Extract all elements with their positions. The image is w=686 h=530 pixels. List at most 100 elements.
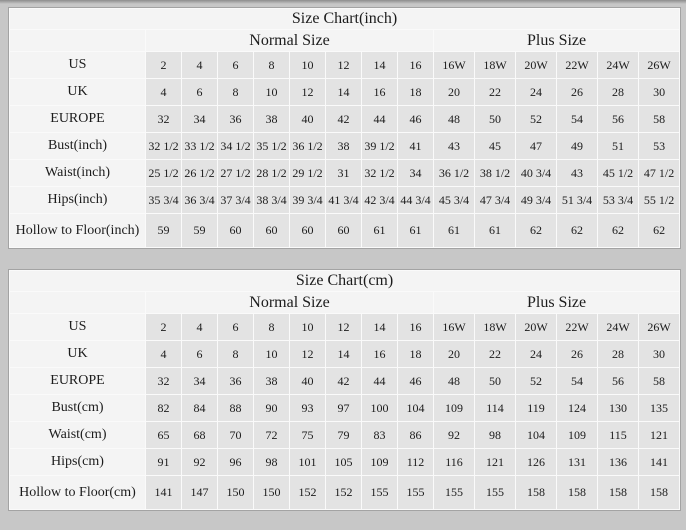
size-chart-page: Size Chart(inch) Normal Size Plus Size U… — [8, 7, 686, 511]
size-value-cell: 109 — [557, 422, 597, 448]
size-value-cell: 30 — [639, 341, 680, 367]
size-value-cell: 12 — [290, 341, 325, 367]
size-value-cell: 18 — [398, 79, 433, 105]
table-row: US 2 4 6 8 10 12 14 16 16W 18W 20W 22W 24W 26W — [10, 314, 680, 340]
size-value-cell: 39 3/4 — [290, 187, 325, 213]
size-value-cell: 136 — [598, 449, 638, 475]
size-value-cell: 28 — [598, 79, 638, 105]
size-value-cell: 62 — [516, 214, 556, 247]
size-value-cell: 97 — [326, 395, 361, 421]
size-value-cell: 121 — [639, 422, 680, 448]
size-value-cell: 50 — [475, 368, 515, 394]
row-label: Bust(inch) — [10, 133, 145, 159]
size-value-cell: 52 — [516, 106, 556, 132]
group-header-row: Normal Size Plus Size — [10, 292, 680, 313]
size-value-cell: 61 — [475, 214, 515, 247]
size-value-cell: 86 — [398, 422, 433, 448]
size-value-cell: 34 — [398, 160, 433, 186]
size-value-cell: 155 — [475, 476, 515, 509]
size-value-cell: 38 3/4 — [254, 187, 289, 213]
size-value-cell: 34 — [182, 106, 217, 132]
size-value-cell: 62 — [557, 214, 597, 247]
size-value-cell: 40 3/4 — [516, 160, 556, 186]
size-value-cell: 8 — [218, 341, 253, 367]
size-value-cell: 124 — [557, 395, 597, 421]
size-value-cell: 18 — [398, 341, 433, 367]
size-value-cell: 32 — [146, 106, 181, 132]
row-label: Hollow to Floor(inch) — [10, 214, 145, 247]
row-label: Hips(cm) — [10, 449, 145, 475]
size-value-cell: 54 — [557, 368, 597, 394]
size-value-cell: 47 — [516, 133, 556, 159]
size-value-cell: 61 — [398, 214, 433, 247]
size-value-cell: 44 3/4 — [398, 187, 433, 213]
size-value-cell: 18W — [475, 52, 515, 78]
size-value-cell: 126 — [516, 449, 556, 475]
size-value-cell: 56 — [598, 106, 638, 132]
size-value-cell: 4 — [146, 79, 181, 105]
size-value-cell: 68 — [182, 422, 217, 448]
size-value-cell: 61 — [362, 214, 397, 247]
size-value-cell: 79 — [326, 422, 361, 448]
size-value-cell: 33 1/2 — [182, 133, 217, 159]
size-value-cell: 158 — [598, 476, 638, 509]
size-value-cell: 28 — [598, 341, 638, 367]
size-value-cell: 56 — [598, 368, 638, 394]
size-value-cell: 83 — [362, 422, 397, 448]
size-value-cell: 92 — [182, 449, 217, 475]
size-value-cell: 36 3/4 — [182, 187, 217, 213]
size-value-cell: 36 — [218, 106, 253, 132]
table-row: UK 4 6 8 10 12 14 16 18 20 22 24 26 28 30 — [10, 341, 680, 367]
table-gap — [8, 249, 686, 269]
size-value-cell: 35 3/4 — [146, 187, 181, 213]
size-value-cell: 24 — [516, 79, 556, 105]
size-value-cell: 119 — [516, 395, 556, 421]
size-value-cell: 6 — [218, 52, 253, 78]
row-label: US — [10, 52, 145, 78]
size-value-cell: 109 — [362, 449, 397, 475]
size-value-cell: 14 — [362, 52, 397, 78]
size-value-cell: 20W — [516, 314, 556, 340]
size-value-cell: 61 — [434, 214, 474, 247]
table-row: Waist(cm) 65 68 70 72 75 79 83 86 92 98 104 109 115 12… — [10, 422, 680, 448]
size-value-cell: 46 — [398, 368, 433, 394]
size-value-cell: 152 — [326, 476, 361, 509]
table-row: Hips(cm) 91 92 96 98 101 105 109 112 116 121 126 131… — [10, 449, 680, 475]
size-value-cell: 12 — [326, 314, 361, 340]
size-value-cell: 147 — [182, 476, 217, 509]
size-value-cell: 60 — [290, 214, 325, 247]
row-label: UK — [10, 341, 145, 367]
size-value-cell: 4 — [182, 314, 217, 340]
size-value-cell: 88 — [218, 395, 253, 421]
table-row: Hips(inch) 35 3/4 36 3/4 37 3/4 38 3/4 39 3/4… — [10, 187, 680, 213]
size-value-cell: 62 — [598, 214, 638, 247]
size-value-cell: 75 — [290, 422, 325, 448]
size-value-cell: 100 — [362, 395, 397, 421]
size-value-cell: 24 — [516, 341, 556, 367]
table-row: EUROPE 32 34 36 38 40 42 44 46 48 50 52 54 56 58 — [10, 106, 680, 132]
size-value-cell: 10 — [290, 52, 325, 78]
size-value-cell: 22 — [475, 79, 515, 105]
size-value-cell: 14 — [326, 341, 361, 367]
size-value-cell: 104 — [398, 395, 433, 421]
size-value-cell: 152 — [290, 476, 325, 509]
size-value-cell: 42 — [326, 106, 361, 132]
size-value-cell: 40 — [290, 368, 325, 394]
size-value-cell: 52 — [516, 368, 556, 394]
size-value-cell: 82 — [146, 395, 181, 421]
size-value-cell: 14 — [326, 79, 361, 105]
table-title: Size Chart(inch) — [10, 9, 680, 29]
table-row: Hollow to Floor(cm) 141 147 150 150 152 152 155… — [10, 476, 680, 509]
size-value-cell: 29 1/2 — [290, 160, 325, 186]
size-value-cell: 114 — [475, 395, 515, 421]
size-value-cell: 14 — [362, 314, 397, 340]
size-value-cell: 135 — [639, 395, 680, 421]
size-value-cell: 158 — [639, 476, 680, 509]
size-value-cell: 4 — [146, 341, 181, 367]
table-title-row: Size Chart(inch) — [10, 9, 680, 29]
size-value-cell: 141 — [639, 449, 680, 475]
size-value-cell: 32 1/2 — [146, 133, 181, 159]
size-value-cell: 30 — [639, 79, 680, 105]
size-value-cell: 20W — [516, 52, 556, 78]
size-value-cell: 26W — [639, 52, 680, 78]
